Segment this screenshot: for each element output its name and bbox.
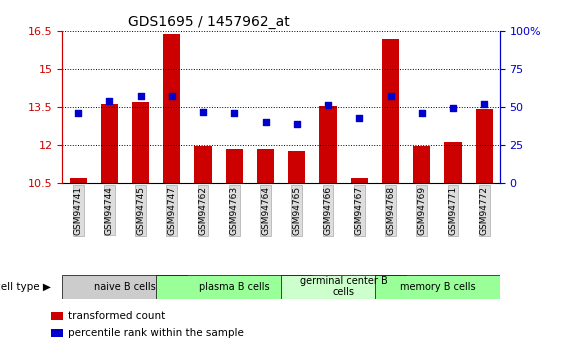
Bar — [225, 149, 243, 183]
Point — [105, 98, 114, 104]
Bar — [288, 151, 306, 183]
Point — [386, 93, 395, 99]
Text: germinal center B
cells: germinal center B cells — [300, 276, 387, 297]
Point — [292, 121, 301, 126]
Bar — [62, 275, 187, 299]
Bar — [475, 109, 493, 183]
Text: naive B cells: naive B cells — [94, 282, 156, 292]
Point — [417, 110, 426, 116]
Bar — [319, 106, 337, 183]
Bar — [375, 275, 500, 299]
Point — [167, 93, 176, 99]
Text: plasma B cells: plasma B cells — [199, 282, 270, 292]
Point — [479, 101, 488, 107]
Bar — [350, 178, 368, 183]
Bar — [444, 142, 462, 183]
Text: percentile rank within the sample: percentile rank within the sample — [68, 328, 244, 338]
Bar — [194, 146, 212, 183]
Bar — [51, 329, 64, 337]
Point — [73, 110, 83, 116]
Bar — [156, 275, 312, 299]
Point — [448, 106, 457, 111]
Point — [229, 110, 239, 116]
Text: cell type ▶: cell type ▶ — [0, 282, 51, 292]
Bar — [281, 275, 406, 299]
Text: memory B cells: memory B cells — [399, 282, 475, 292]
Point — [136, 93, 145, 99]
Bar — [51, 312, 64, 320]
Point — [198, 109, 207, 114]
Bar — [101, 105, 118, 183]
Bar — [132, 102, 149, 183]
Text: GDS1695 / 1457962_at: GDS1695 / 1457962_at — [128, 14, 290, 29]
Bar — [69, 178, 87, 183]
Point — [323, 103, 332, 108]
Bar — [163, 33, 181, 183]
Bar — [413, 146, 431, 183]
Point — [354, 115, 364, 120]
Point — [261, 119, 270, 125]
Bar — [257, 149, 274, 183]
Text: transformed count: transformed count — [68, 311, 166, 321]
Bar — [382, 39, 399, 183]
